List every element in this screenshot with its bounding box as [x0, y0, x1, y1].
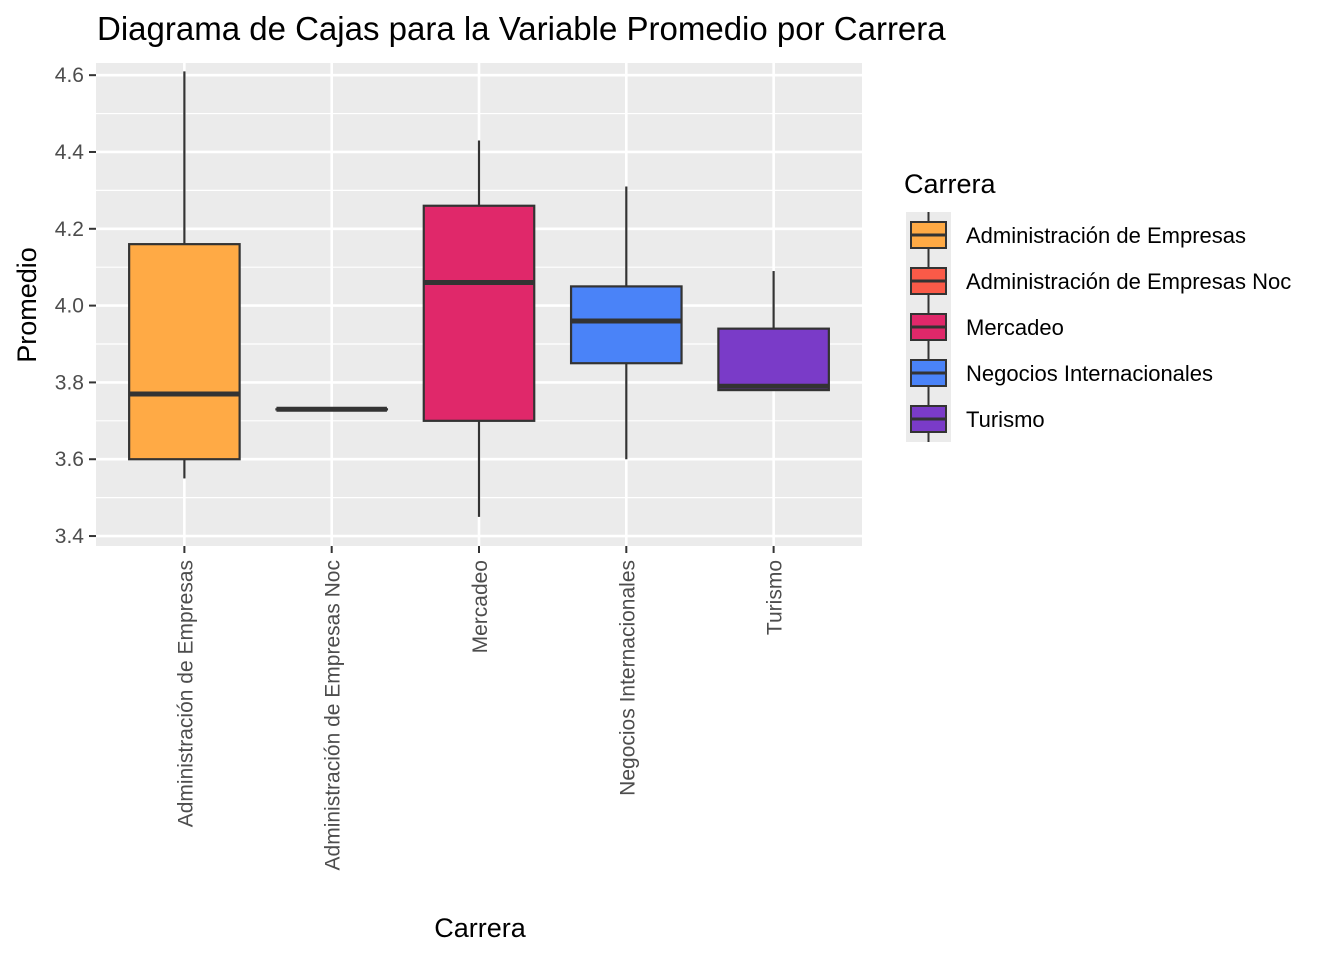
box-body — [717, 327, 830, 392]
chart-title: Diagrama de Cajas para la Variable Prome… — [97, 10, 946, 47]
y-tick-label: 3.8 — [55, 371, 84, 394]
box-body — [569, 285, 683, 365]
box-3 — [422, 140, 536, 517]
box-5 — [717, 271, 830, 392]
legend-item-2: Administración de Empresas Noc — [910, 258, 1291, 304]
x-tick-label: Administración de Empresas Noc — [322, 560, 345, 870]
box-body — [422, 204, 536, 422]
y-axis: 3.4 3.6 3.8 4.0 4.2 4.4 4.6 — [55, 64, 96, 548]
legend-label: Administración de Empresas — [966, 223, 1246, 248]
legend-label: Turismo — [966, 407, 1045, 432]
box-body — [128, 243, 241, 461]
legend-title: Carrera — [904, 169, 997, 199]
y-tick-label: 4.0 — [55, 295, 84, 318]
legend-label: Negocios Internacionales — [966, 361, 1213, 386]
x-axis: Administración de Empresas Administración… — [174, 546, 787, 870]
legend-label: Administración de Empresas Noc — [966, 269, 1291, 294]
y-tick-label: 3.6 — [55, 448, 84, 471]
x-tick-label: Administración de Empresas — [174, 560, 197, 827]
legend-item-3: Mercadeo — [910, 304, 1064, 350]
x-tick-label: Mercadeo — [469, 560, 492, 653]
y-tick-label: 4.4 — [55, 141, 85, 164]
legend-item-1: Administración de Empresas — [910, 212, 1246, 258]
box-4 — [569, 186, 683, 460]
legend-item-5: Turismo — [910, 396, 1045, 442]
boxes-layer — [128, 71, 830, 517]
x-axis-title: Carrera — [434, 913, 527, 943]
x-tick-label: Turismo — [764, 560, 787, 635]
y-tick-label: 3.4 — [55, 525, 85, 548]
legend-label: Mercadeo — [966, 315, 1064, 340]
legend-item-4: Negocios Internacionales — [910, 350, 1213, 396]
x-tick-label: Negocios Internacionales — [616, 560, 639, 796]
y-tick-label: 4.2 — [55, 218, 84, 241]
y-tick-label: 4.6 — [55, 64, 84, 87]
box-1 — [128, 71, 241, 479]
y-axis-title: Promedio — [12, 247, 42, 363]
legend: Administración de Empresas Administración… — [906, 212, 1291, 442]
